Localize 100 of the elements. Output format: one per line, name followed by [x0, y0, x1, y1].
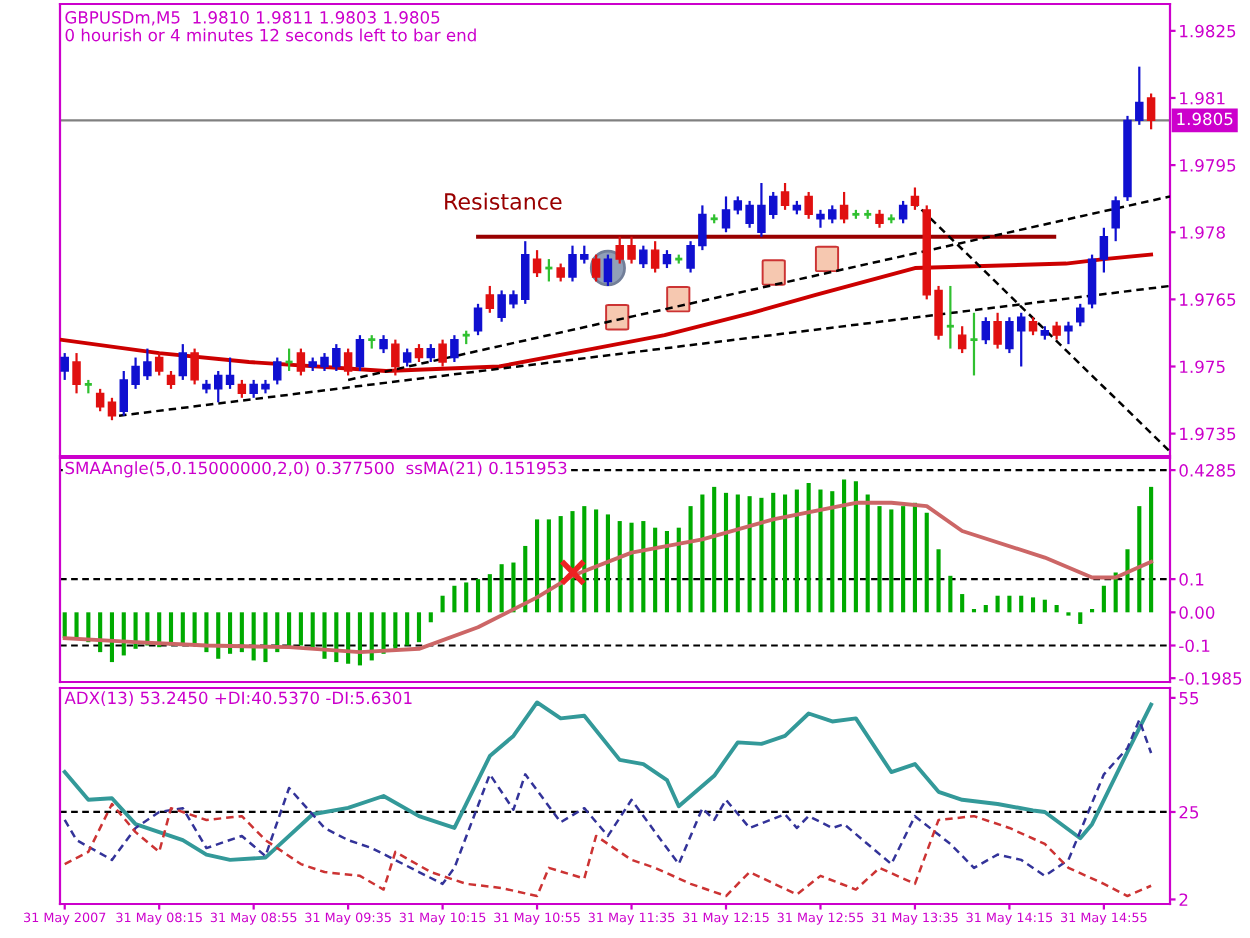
candlestick	[650, 240, 660, 274]
y-tick-label: 2	[1179, 893, 1188, 906]
candlestick	[591, 253, 601, 283]
bar	[664, 531, 670, 613]
bar	[818, 489, 823, 613]
bar	[842, 479, 847, 613]
bar	[192, 612, 197, 646]
bar	[676, 527, 681, 613]
bar	[617, 521, 622, 613]
bar	[62, 612, 67, 639]
bar	[912, 502, 917, 613]
bar	[782, 494, 788, 613]
y-tick-label: 0.1	[1179, 573, 1204, 586]
candlestick	[1099, 226, 1109, 274]
bar	[334, 612, 339, 663]
bar	[865, 494, 870, 613]
bar	[523, 545, 528, 613]
bar	[936, 549, 941, 613]
candlestick	[1087, 253, 1097, 310]
candlestick	[721, 195, 731, 234]
bar	[877, 506, 882, 613]
bar	[653, 527, 658, 613]
bar	[487, 574, 492, 613]
bar	[712, 486, 717, 613]
bar	[735, 494, 740, 613]
candlestick	[1064, 320, 1073, 346]
y-tick-label: 1.9735	[1180, 427, 1236, 441]
y-tick-label: 0.4285	[1179, 464, 1236, 477]
candlestick	[1111, 195, 1120, 243]
candlestick	[60, 351, 69, 382]
y-tick-label: 0.00	[1179, 606, 1215, 619]
candlestick	[639, 244, 648, 270]
y-tick-label: -0.1	[1179, 639, 1210, 653]
candlestick	[993, 311, 1002, 350]
bar	[889, 509, 894, 613]
bar	[1030, 597, 1036, 613]
candlestick	[154, 351, 164, 377]
candlestick	[898, 199, 908, 225]
bar	[771, 492, 776, 613]
candlestick	[72, 351, 81, 395]
bar	[499, 564, 504, 613]
candlestick	[945, 284, 956, 350]
text: 0 hourish or 4 minutes 12 seconds left to bar end	[65, 28, 476, 42]
candlestick	[532, 249, 542, 279]
bar	[263, 612, 268, 663]
bar	[1007, 595, 1012, 613]
bar	[180, 612, 185, 644]
candlestick	[450, 334, 459, 364]
candlestick	[603, 253, 613, 288]
bar	[346, 612, 351, 664]
candlestick	[225, 356, 235, 390]
chart-title: SMAAngle(5,0.15000000,2,0) 0.377500 ssMA(21) 0.151953	[65, 461, 567, 478]
candlestick	[969, 311, 979, 377]
bar	[464, 582, 469, 613]
candlestick	[178, 343, 188, 382]
bar	[216, 612, 221, 659]
candlestick	[95, 387, 105, 413]
candlestick	[957, 325, 967, 355]
y-tick-label: 1.978	[1180, 226, 1225, 239]
bar	[416, 612, 422, 643]
bar	[452, 585, 457, 613]
bar	[428, 612, 433, 623]
ref-line-label: 1.9805	[1177, 112, 1233, 126]
bar	[440, 595, 445, 613]
bar	[924, 512, 929, 613]
bar	[983, 605, 988, 613]
y-tick-label: 55	[1179, 692, 1199, 705]
bar	[1125, 549, 1130, 613]
y-tick-label: 1.9765	[1180, 293, 1236, 306]
candlestick	[1076, 302, 1085, 328]
bar	[723, 492, 729, 613]
candlestick	[804, 190, 813, 220]
candlestick	[910, 186, 920, 211]
candlestick	[839, 190, 849, 225]
bar	[1054, 605, 1059, 613]
y-tick-label: -0.1985	[1179, 672, 1242, 685]
candlestick	[1146, 92, 1156, 131]
bar	[700, 494, 705, 613]
bar	[381, 612, 386, 654]
y-tick-label: 1.9825	[1180, 24, 1236, 38]
y-tick-label: 1.981	[1180, 91, 1225, 105]
bar	[475, 579, 481, 613]
bar	[1019, 595, 1024, 613]
candlestick	[981, 316, 991, 346]
bar	[1101, 585, 1106, 613]
bar	[511, 562, 516, 613]
bar	[759, 497, 764, 613]
bar	[594, 509, 599, 613]
line-series	[63, 802, 1153, 898]
bar	[629, 522, 634, 613]
bar	[1078, 612, 1083, 624]
y-tick-label: 25	[1179, 805, 1199, 819]
bar	[546, 519, 551, 613]
candlestick	[438, 338, 447, 368]
bar	[535, 519, 540, 613]
candlestick	[485, 284, 495, 314]
line-series	[62, 500, 1154, 655]
bar	[1137, 506, 1142, 613]
bar	[806, 482, 811, 613]
bar	[747, 496, 752, 613]
